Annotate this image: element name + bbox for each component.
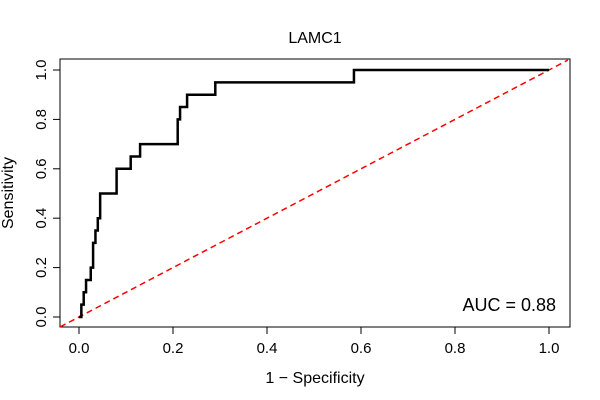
x-axis-label: 1 − Specificity: [265, 370, 364, 387]
y-tick-label: 1.0: [33, 60, 50, 81]
chart-title: LAMC1: [288, 30, 341, 47]
y-tick-label: 0.8: [33, 109, 50, 130]
y-tick-label: 0.4: [33, 208, 50, 229]
x-tick-label: 0.0: [69, 340, 90, 357]
reference-diagonal-line: [59, 59, 569, 328]
roc-curve-line: [79, 68, 549, 319]
plot-frame: [59, 58, 571, 328]
y-axis-label: Sensitivity: [0, 157, 17, 229]
y-tick-label: 0.0: [33, 307, 50, 328]
axes-group: 0.0 0.2 0.4 0.6 0.8 1.0 0.0 0.2 0.4 0.6 0.8 1.0: [33, 60, 559, 357]
x-tick-label: 0.8: [445, 340, 466, 357]
x-tick-label: 0.4: [257, 340, 278, 357]
y-tick-label: 0.6: [33, 158, 50, 179]
y-tick-label: 0.2: [33, 257, 50, 278]
x-tick-label: 0.2: [163, 340, 184, 357]
x-tick-label: 1.0: [539, 340, 560, 357]
x-tick-label: 0.6: [351, 340, 372, 357]
series-group: [59, 59, 569, 328]
auc-annotation: AUC = 0.88: [462, 295, 556, 315]
